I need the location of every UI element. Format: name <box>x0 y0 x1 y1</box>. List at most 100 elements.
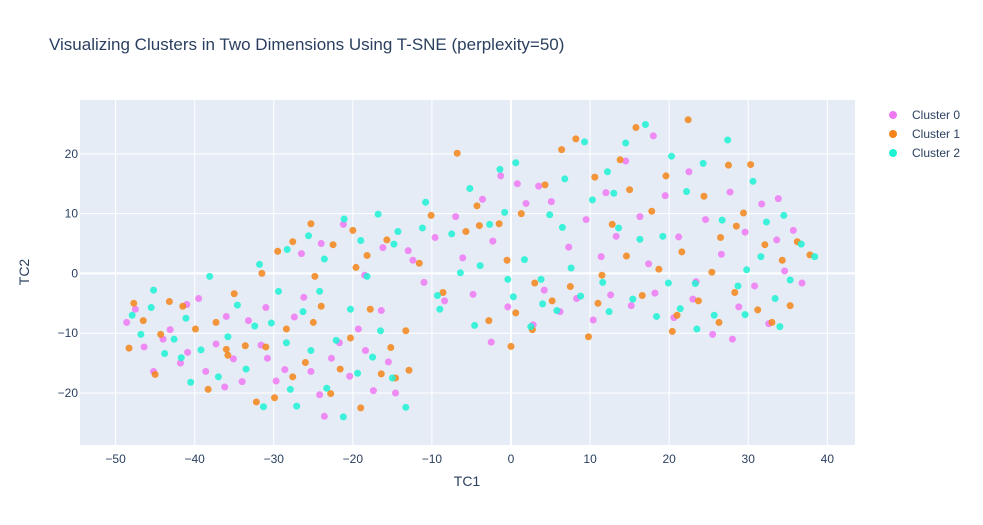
cluster-2-point <box>546 211 554 219</box>
cluster-2-point <box>182 314 190 322</box>
cluster-1-point <box>475 222 483 230</box>
cluster-2-point <box>567 264 575 272</box>
cluster-0-point <box>717 250 725 258</box>
legend-marker-cluster-0[interactable] <box>889 111 897 119</box>
cluster-2-point <box>137 330 145 338</box>
cluster-1-point <box>402 327 410 335</box>
cluster-2-point <box>170 335 178 343</box>
cluster-1-point <box>349 226 357 234</box>
cluster-2-point <box>274 287 282 295</box>
legend-marker-cluster-1[interactable] <box>889 130 897 138</box>
cluster-1-point <box>130 299 138 307</box>
cluster-2-point <box>316 287 324 295</box>
cluster-1-point <box>289 238 297 246</box>
cluster-0-point <box>607 291 615 299</box>
cluster-0-point <box>522 199 530 207</box>
cluster-2-point <box>615 224 623 232</box>
cluster-2-point <box>486 220 494 228</box>
cluster-1-point <box>732 222 740 230</box>
cluster-2-point <box>150 286 158 294</box>
legend-marker-cluster-2[interactable] <box>889 149 897 157</box>
legend-label-cluster-1[interactable]: Cluster 1 <box>912 127 960 141</box>
cluster-1-point <box>241 342 249 350</box>
cluster-2-point <box>388 374 396 382</box>
cluster-0-point <box>489 237 497 245</box>
cluster-0-point <box>452 213 460 221</box>
y-axis-ticks: −20 −10 0 10 20 <box>58 147 79 400</box>
data-points <box>123 116 819 421</box>
cluster-1-point <box>212 318 220 326</box>
cluster-0-point <box>431 234 439 242</box>
cluster-0-point <box>504 303 512 311</box>
cluster-2-point <box>501 208 509 216</box>
cluster-2-point <box>539 300 547 308</box>
cluster-2-point <box>599 278 607 286</box>
x-tick-label: 0 <box>508 452 515 466</box>
cluster-0-point <box>622 157 630 165</box>
cluster-2-point <box>242 365 250 373</box>
cluster-0-point <box>726 188 734 196</box>
cluster-1-point <box>632 124 640 132</box>
cluster-2-point <box>394 228 402 236</box>
cluster-0-point <box>798 279 806 287</box>
cluster-2-point <box>377 327 385 335</box>
cluster-1-point <box>366 305 374 313</box>
x-tick-label: −40 <box>184 452 205 466</box>
cluster-1-point <box>282 325 290 333</box>
cluster-2-point <box>558 223 566 231</box>
cluster-2-point <box>653 312 661 320</box>
cluster-2-point <box>520 256 528 264</box>
cluster-0-point <box>565 243 573 251</box>
cluster-0-point <box>774 195 782 203</box>
cluster-2-point <box>659 232 667 240</box>
cluster-0-point <box>651 289 659 297</box>
cluster-1-point <box>724 161 732 169</box>
cluster-1-point <box>747 161 755 169</box>
x-tick-label: 10 <box>583 452 597 466</box>
cluster-1-point <box>717 234 725 242</box>
cluster-0-point <box>773 236 781 244</box>
cluster-1-point <box>363 251 371 259</box>
cluster-2-point <box>369 353 377 361</box>
cluster-0-point <box>316 391 324 399</box>
cluster-1-point <box>271 394 279 402</box>
cluster-2-point <box>780 211 788 219</box>
cluster-2-point <box>762 218 770 226</box>
cluster-1-point <box>584 333 592 341</box>
cluster-1-point <box>383 236 391 244</box>
cluster-1-point <box>439 289 447 297</box>
cluster-1-point <box>453 149 461 157</box>
legend-label-cluster-2[interactable]: Cluster 2 <box>912 146 960 160</box>
cluster-1-point <box>317 302 325 310</box>
cluster-0-point <box>297 250 305 258</box>
cluster-0-point <box>675 233 683 241</box>
cluster-1-point <box>427 211 435 219</box>
cluster-1-point <box>608 220 616 228</box>
cluster-2-point <box>363 272 371 280</box>
cluster-0-point <box>751 282 759 290</box>
cluster-2-point <box>771 295 779 303</box>
cluster-1-point <box>731 289 739 297</box>
y-tick-label: −10 <box>58 326 79 340</box>
cluster-2-point <box>683 187 691 195</box>
cluster-0-point <box>645 260 653 268</box>
cluster-1-point <box>754 306 762 314</box>
x-tick-label: 30 <box>742 452 756 466</box>
cluster-0-point <box>229 355 237 363</box>
cluster-0-point <box>281 366 289 374</box>
cluster-2-point <box>339 413 347 421</box>
cluster-0-point <box>320 412 328 420</box>
cluster-0-point <box>354 325 362 333</box>
cluster-1-point <box>668 327 676 335</box>
cluster-0-point <box>540 286 548 294</box>
cluster-0-point <box>661 192 669 200</box>
cluster-0-point <box>589 316 597 324</box>
legend-label-cluster-0[interactable]: Cluster 0 <box>912 108 960 122</box>
cluster-1-point <box>309 318 317 326</box>
cluster-2-point <box>691 280 699 288</box>
cluster-1-point <box>125 344 133 352</box>
cluster-1-point <box>462 228 470 236</box>
cluster-0-point <box>469 290 477 298</box>
cluster-2-point <box>577 292 585 300</box>
